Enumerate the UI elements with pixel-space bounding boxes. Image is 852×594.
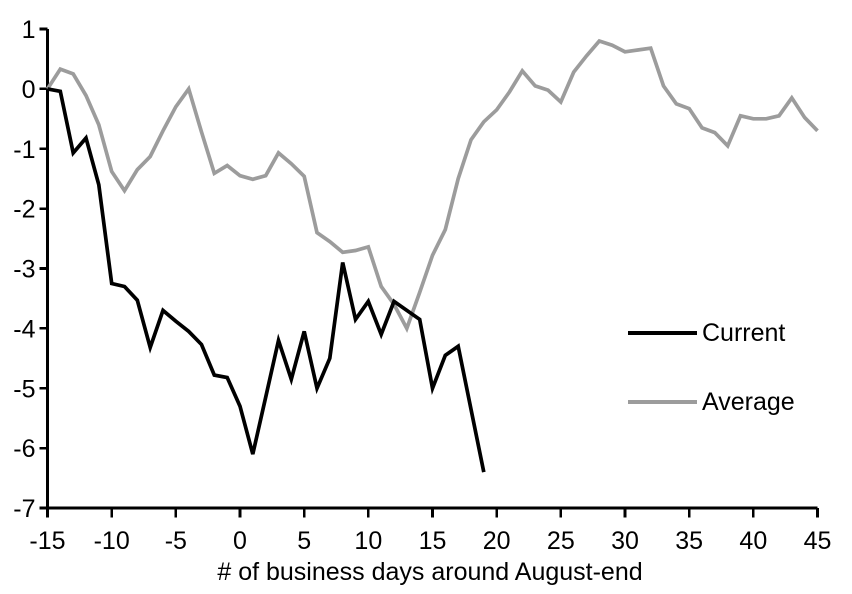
average-line-swatch [628, 400, 697, 404]
x-tick-label: -10 [94, 527, 130, 555]
x-tick-label: 35 [675, 527, 703, 555]
y-tick-label: -3 [13, 256, 35, 284]
x-tick-label: 30 [611, 527, 639, 555]
current-line [47, 87, 486, 473]
x-tick-label: 15 [419, 527, 447, 555]
axis-spines [46, 29, 818, 510]
legend-label-average: Average [702, 387, 795, 416]
y-tick-label: -4 [13, 315, 35, 343]
legend-item-average: Average [628, 388, 795, 416]
x-tick-label: 45 [804, 527, 832, 555]
x-tick-label: 10 [354, 527, 382, 555]
legend-item-current: Current [628, 319, 785, 347]
y-tick-label: 1 [22, 16, 36, 44]
x-tick-label: 40 [739, 527, 767, 555]
x-tick-label: 20 [483, 527, 511, 555]
current-line-swatch [628, 331, 697, 335]
x-axis-title: # of business days around August-end [217, 558, 643, 586]
y-tick-label: 0 [22, 76, 36, 104]
legend-label-current: Current [702, 318, 786, 347]
x-tick-label: 5 [297, 527, 311, 555]
average-line [45, 38, 819, 333]
y-tick-label: -5 [13, 375, 35, 403]
y-tick-label: -6 [13, 435, 35, 463]
x-tick-label: 25 [547, 527, 575, 555]
x-tick-label: -15 [29, 527, 65, 555]
y-tick-label: -2 [13, 196, 35, 224]
x-tick-label: -5 [165, 527, 187, 555]
x-tick-label: 0 [233, 527, 247, 555]
y-tick-label: -1 [13, 136, 35, 164]
y-tick-label: -7 [13, 495, 35, 523]
